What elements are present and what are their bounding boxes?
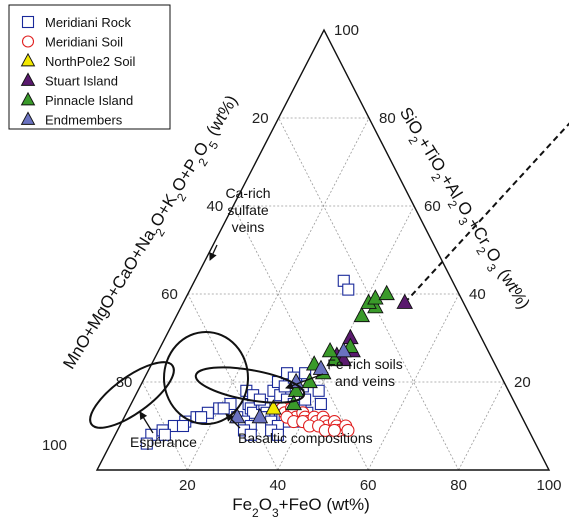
legend-marker-meridiani-soil xyxy=(21,35,35,48)
pinnacle-island-point xyxy=(353,306,371,323)
legend-label-meridiani-soil: Meridiani Soil xyxy=(45,35,123,50)
tick-labels: 20 40 60 80 20 40 60 80 20 40 60 80 100 100 100 xyxy=(42,22,562,494)
corner-label-left: 100 xyxy=(42,437,67,454)
annotation-label: Fe-rich soils xyxy=(327,356,402,372)
legend-marker-northpole2-soil xyxy=(20,52,36,67)
pinnacle-island-point xyxy=(287,381,305,397)
pinnacle-island-point xyxy=(367,289,384,305)
legend-label-northpole2-soil: NorthPole2 Soil xyxy=(45,54,135,69)
left-tick-label: 60 xyxy=(161,286,178,303)
triangle-outline xyxy=(95,28,551,471)
right-tick-label: 40 xyxy=(469,286,486,303)
legend-marker-endmembers xyxy=(20,111,36,125)
endmembers-point xyxy=(251,408,269,424)
fe-rich-ellipse xyxy=(194,366,306,404)
bottom-tick-label: 20 xyxy=(179,477,196,494)
meridiani-rock-point xyxy=(244,428,257,441)
annotation-arrow xyxy=(225,413,241,429)
meridiani-rock-point xyxy=(312,384,325,397)
annotation-label: sulfate xyxy=(227,202,268,218)
meridiani-rock-point xyxy=(217,402,230,415)
stuart-island-point xyxy=(396,293,413,309)
left-tick-label: 80 xyxy=(116,374,133,391)
annotation-arrow xyxy=(209,244,218,261)
meridiani-rock-point xyxy=(314,397,327,411)
northpole2-soil-point xyxy=(265,399,282,415)
grid-line xyxy=(367,293,460,471)
meridiani-rock-point xyxy=(195,411,208,424)
meridiani-rock-point xyxy=(342,283,355,296)
meridiani-rock-point xyxy=(299,367,312,380)
basaltic-ellipse xyxy=(163,331,249,425)
meridiani-soil-point xyxy=(341,423,355,437)
right-tick-label: 60 xyxy=(424,198,441,215)
legend-label-endmembers: Endmembers xyxy=(45,113,123,128)
meridiani-rock-point xyxy=(158,428,171,441)
legend-label-meridiani-rock: Meridiani Rock xyxy=(45,15,131,30)
meridiani-rock-point xyxy=(253,393,266,406)
pinnacle-island-point xyxy=(378,284,395,301)
axis-labels: Fe2O3+FeO (wt%)MnO+MgO+CaO+Na2O+K2O+P2O5… xyxy=(59,92,533,519)
pinnacle-island-point xyxy=(326,350,343,367)
pinnacle-island-point xyxy=(321,342,339,358)
left-tick-label: 40 xyxy=(207,198,224,215)
annotation-label: Basaltic compositions xyxy=(238,430,373,446)
meridiani-soil-point xyxy=(327,423,341,437)
legend-label-stuart-island: Stuart Island xyxy=(45,74,118,89)
annotation-arrow xyxy=(139,411,154,434)
endmembers-point xyxy=(335,342,352,358)
bottom-tick-label: 80 xyxy=(450,477,467,494)
data-points xyxy=(140,122,569,450)
grid-line xyxy=(458,381,505,471)
bottom-tick-label: 40 xyxy=(269,477,286,494)
annotation-label: veins xyxy=(232,219,265,235)
esperance-ellipse xyxy=(89,361,175,429)
legend-label-pinnacle-island: Pinnacle Island xyxy=(45,93,133,108)
meridiani-rock-point xyxy=(176,419,190,433)
legend-marker-meridiani-rock xyxy=(21,15,35,29)
left-tick-label: 20 xyxy=(252,110,269,127)
legend-box xyxy=(8,4,171,130)
grid-line xyxy=(187,293,279,471)
bottom-tick-label: 60 xyxy=(360,477,377,494)
legend-marker-pinnacle-island xyxy=(20,91,36,106)
right-tick-label: 20 xyxy=(514,374,531,391)
meridiani-rock-point xyxy=(271,428,284,441)
annotation-label: Espérance xyxy=(130,434,197,450)
legend: Meridiani Rock Meridiani Soil NorthPole2 S… xyxy=(8,4,171,130)
right-tick-label: 80 xyxy=(379,110,396,127)
bottom-axis-label: Fe2O3+FeO (wt%) xyxy=(232,495,370,519)
meridiani-rock-point xyxy=(140,437,153,450)
corner-label-top: 100 xyxy=(334,22,359,39)
corner-label-right: 100 xyxy=(536,477,561,494)
annotation-label: Ca-rich xyxy=(225,185,270,201)
triangle-frame xyxy=(95,28,551,471)
legend-marker-stuart-island xyxy=(20,72,36,86)
annotation-label: and veins xyxy=(335,373,395,389)
mixing-line xyxy=(404,122,569,304)
annotation-arrow xyxy=(285,373,324,390)
